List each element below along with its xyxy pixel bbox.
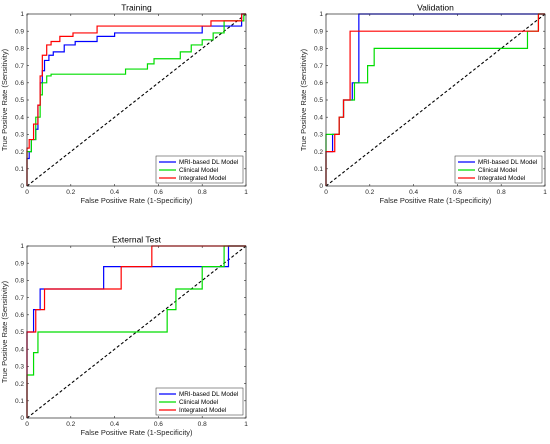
y-tick-label: 1 <box>20 11 24 18</box>
y-tick-label: 0.2 <box>15 149 24 156</box>
y-tick-label: 0.6 <box>15 312 24 319</box>
y-tick-label: 0.9 <box>15 260 24 267</box>
x-axis-label: False Positive Rate (1-Specificity) <box>379 196 492 205</box>
legend-label: MRI-based DL Model <box>179 391 238 398</box>
axes-box <box>26 13 247 187</box>
y-axis-label: True Positive Rate (Sensitivity) <box>0 280 9 383</box>
y-tick-label: 0.2 <box>15 381 24 388</box>
training-panel: Training 0 0.2 0.4 0.6 0.8 1 0 0.1 0.2 0.3 0.4 0.5 0.… <box>0 3 248 206</box>
y-tick-label: 0.4 <box>15 114 24 121</box>
x-tick-label: 0 <box>25 189 29 196</box>
legend-label: Integrated Model <box>179 407 226 414</box>
y-tick-label: 0.5 <box>15 329 24 336</box>
legend-label: Clinical Model <box>179 399 218 406</box>
x-tick-label: 1 <box>244 189 248 196</box>
series-line-integrated <box>26 13 246 186</box>
x-tick-label: 0 <box>25 421 29 428</box>
x-tick-label: 0.2 <box>66 189 75 196</box>
y-tick-label: 0 <box>20 415 24 422</box>
x-tick-label: 0.8 <box>497 189 506 196</box>
x-axis-label: False Positive Rate (1-Specificity) <box>80 196 193 205</box>
x-tick-label: 0.2 <box>365 189 374 196</box>
y-tick-label: 0.8 <box>15 46 24 53</box>
x-tick-label: 0.4 <box>110 421 119 428</box>
validation-panel: Validation 0 0.2 0.4 0.6 0.8 1 0 0.1 0.2 0.3 0.4 0.5… <box>299 3 547 206</box>
x-tick-label: 0.8 <box>198 189 207 196</box>
y-tick-label: 0.5 <box>314 97 323 104</box>
y-tick-label: 0.2 <box>314 149 323 156</box>
y-axis-label: True Positive Rate (Sensitivity) <box>0 48 9 151</box>
x-tick-label: 1 <box>543 189 547 196</box>
series-line-clinical <box>26 245 246 418</box>
chart-title: Validation <box>417 3 454 13</box>
x-axis-label: False Positive Rate (1-Specificity) <box>80 428 193 437</box>
y-tick-label: 0.7 <box>314 63 323 70</box>
y-tick-label: 0.6 <box>314 80 323 87</box>
legend-label: MRI-based DL Model <box>478 159 537 166</box>
y-tick-label: 0 <box>20 183 24 190</box>
y-tick-label: 0.6 <box>15 80 24 87</box>
y-tick-label: 1 <box>319 11 323 18</box>
legend-label: Clinical Model <box>478 167 517 174</box>
legend-label: Integrated Model <box>478 175 525 182</box>
x-tick-label: 0.6 <box>154 189 163 196</box>
y-tick-label: 0.4 <box>314 114 323 121</box>
y-tick-label: 1 <box>20 243 24 250</box>
y-tick-label: 0.3 <box>314 132 323 139</box>
y-tick-label: 0.3 <box>15 364 24 371</box>
series-line-integrated <box>26 245 246 418</box>
x-tick-label: 0.6 <box>154 421 163 428</box>
chart-title: Training <box>121 3 152 13</box>
y-tick-label: 0.3 <box>15 132 24 139</box>
legend-label: MRI-based DL Model <box>179 159 238 166</box>
axes-box <box>325 13 546 187</box>
y-tick-label: 0.1 <box>314 166 323 173</box>
y-tick-label: 0.9 <box>314 28 323 35</box>
y-tick-label: 0 <box>319 183 323 190</box>
x-tick-label: 0.4 <box>409 189 418 196</box>
axes-box <box>26 245 247 419</box>
external-test-panel: External Test 0 0.2 0.4 0.6 0.8 1 0 0.1 0.2 0.3 0.4… <box>0 235 248 438</box>
x-tick-label: 0.2 <box>66 421 75 428</box>
y-tick-label: 0.5 <box>15 97 24 104</box>
x-tick-label: 0.8 <box>198 421 207 428</box>
y-tick-label: 0.7 <box>15 295 24 302</box>
y-tick-label: 0.8 <box>314 46 323 53</box>
y-tick-label: 0.1 <box>15 398 24 405</box>
y-tick-label: 0.1 <box>15 166 24 173</box>
x-tick-label: 0.6 <box>453 189 462 196</box>
series-line-clinical <box>26 13 246 186</box>
y-tick-label: 0.7 <box>15 63 24 70</box>
y-tick-label: 0.4 <box>15 346 24 353</box>
y-tick-label: 0.9 <box>15 28 24 35</box>
x-tick-label: 0 <box>324 189 328 196</box>
y-axis-label: True Positive Rate (Sensitivity) <box>299 48 308 151</box>
chart-title: External Test <box>112 235 162 245</box>
series-line-integrated <box>325 13 545 186</box>
x-tick-label: 0.4 <box>110 189 119 196</box>
y-tick-label: 0.8 <box>15 278 24 285</box>
x-tick-label: 1 <box>244 421 248 428</box>
legend-label: Integrated Model <box>179 175 226 182</box>
legend-label: Clinical Model <box>179 167 218 174</box>
